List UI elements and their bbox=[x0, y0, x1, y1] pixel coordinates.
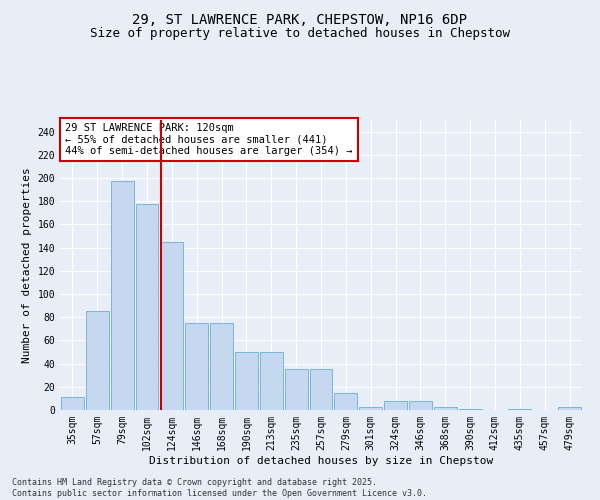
Text: 29 ST LAWRENCE PARK: 120sqm
← 55% of detached houses are smaller (441)
44% of se: 29 ST LAWRENCE PARK: 120sqm ← 55% of det… bbox=[65, 123, 353, 156]
Bar bbox=[459, 409, 482, 410]
Bar bbox=[508, 409, 531, 410]
Bar bbox=[334, 392, 357, 410]
Bar bbox=[434, 406, 457, 410]
Bar bbox=[210, 323, 233, 410]
Text: 29, ST LAWRENCE PARK, CHEPSTOW, NP16 6DP: 29, ST LAWRENCE PARK, CHEPSTOW, NP16 6DP bbox=[133, 12, 467, 26]
Bar bbox=[235, 352, 258, 410]
Bar bbox=[260, 352, 283, 410]
Bar bbox=[384, 400, 407, 410]
Text: Contains HM Land Registry data © Crown copyright and database right 2025.
Contai: Contains HM Land Registry data © Crown c… bbox=[12, 478, 427, 498]
X-axis label: Distribution of detached houses by size in Chepstow: Distribution of detached houses by size … bbox=[149, 456, 493, 466]
Y-axis label: Number of detached properties: Number of detached properties bbox=[22, 167, 32, 363]
Text: Size of property relative to detached houses in Chepstow: Size of property relative to detached ho… bbox=[90, 28, 510, 40]
Bar bbox=[136, 204, 158, 410]
Bar bbox=[61, 397, 84, 410]
Bar bbox=[86, 312, 109, 410]
Bar bbox=[185, 323, 208, 410]
Bar bbox=[310, 370, 332, 410]
Bar bbox=[409, 400, 432, 410]
Bar bbox=[160, 242, 183, 410]
Bar bbox=[285, 370, 308, 410]
Bar bbox=[111, 182, 134, 410]
Bar bbox=[359, 406, 382, 410]
Bar bbox=[558, 406, 581, 410]
